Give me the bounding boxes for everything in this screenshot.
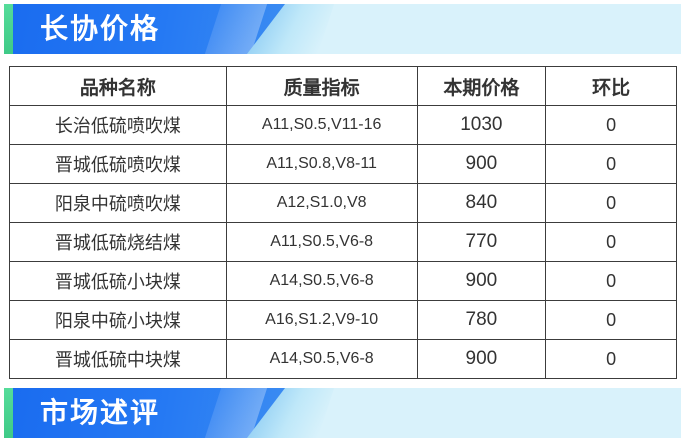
cell-name: 长治低硫喷吹煤 xyxy=(9,105,227,145)
price-table-header: 品种名称 质量指标 本期价格 环比 xyxy=(9,66,677,106)
cell-spec: A16,S1.2,V9-10 xyxy=(225,300,418,340)
cell-spec: A11,S0.8,V8-11 xyxy=(225,144,418,184)
cell-spec: A11,S0.5,V6-8 xyxy=(225,222,418,262)
table-row: 晋城低硫小块煤 A14,S0.5,V6-8 900 0 xyxy=(9,261,677,301)
cell-name: 阳泉中硫喷吹煤 xyxy=(9,183,227,223)
section-title-review: 市场述评 xyxy=(40,397,161,428)
cell-mom: 0 xyxy=(545,183,677,223)
cell-spec: A14,S0.5,V6-8 xyxy=(225,339,418,379)
green-accent-bar xyxy=(4,388,13,438)
table-row: 晋城低硫中块煤 A14,S0.5,V6-8 900 0 xyxy=(9,339,677,379)
cell-name: 晋城低硫小块煤 xyxy=(9,261,227,301)
cell-spec: A14,S0.5,V6-8 xyxy=(225,261,418,301)
table-row: 阳泉中硫喷吹煤 A12,S1.0,V8 840 0 xyxy=(9,183,677,223)
banner-blue-ribbon xyxy=(13,388,285,438)
table-row: 晋城低硫喷吹煤 A11,S0.8,V8-11 900 0 xyxy=(9,144,677,184)
column-header-quality: 质量指标 xyxy=(225,66,418,106)
cell-mom: 0 xyxy=(545,261,677,301)
cell-mom: 0 xyxy=(545,144,677,184)
section-title-price: 长协价格 xyxy=(40,13,161,44)
cell-price: 780 xyxy=(416,300,547,340)
cell-name: 晋城低硫喷吹煤 xyxy=(9,144,227,184)
cell-price: 840 xyxy=(416,183,547,223)
cell-mom: 0 xyxy=(545,105,677,145)
price-section-banner: 长协价格 xyxy=(4,4,681,54)
cell-price: 1030 xyxy=(416,105,547,145)
cell-price: 900 xyxy=(416,144,547,184)
header-row: 品种名称 质量指标 本期价格 环比 xyxy=(9,66,677,106)
cell-spec: A11,S0.5,V11-16 xyxy=(225,105,418,145)
cell-price: 770 xyxy=(416,222,547,262)
review-section-banner: 市场述评 xyxy=(4,388,681,438)
cell-spec: A12,S1.0,V8 xyxy=(225,183,418,223)
cell-mom: 0 xyxy=(545,339,677,379)
cell-name: 晋城低硫烧结煤 xyxy=(9,222,227,262)
price-table-body: 长治低硫喷吹煤 A11,S0.5,V11-16 1030 0 晋城低硫喷吹煤 A11,S0… xyxy=(9,105,677,379)
table-row: 阳泉中硫小块煤 A16,S1.2,V9-10 780 0 xyxy=(9,300,677,340)
cell-name: 阳泉中硫小块煤 xyxy=(9,300,227,340)
column-header-mom: 环比 xyxy=(545,66,677,106)
table-row: 晋城低硫烧结煤 A11,S0.5,V6-8 770 0 xyxy=(9,222,677,262)
cell-mom: 0 xyxy=(545,300,677,340)
cell-price: 900 xyxy=(416,261,547,301)
price-table: 品种名称 质量指标 本期价格 环比 长治低硫喷吹煤 A11,S0.5,V11-16… xyxy=(9,66,677,379)
cell-name: 晋城低硫中块煤 xyxy=(9,339,227,379)
column-header-variety: 品种名称 xyxy=(9,66,227,106)
column-header-price: 本期价格 xyxy=(416,66,547,106)
table-row: 长治低硫喷吹煤 A11,S0.5,V11-16 1030 0 xyxy=(9,105,677,145)
cell-price: 900 xyxy=(416,339,547,379)
cell-mom: 0 xyxy=(545,222,677,262)
price-table-container: 品种名称 质量指标 本期价格 环比 长治低硫喷吹煤 A11,S0.5,V11-16… xyxy=(9,66,677,379)
green-accent-bar xyxy=(4,4,13,54)
banner-blue-ribbon xyxy=(13,4,285,54)
